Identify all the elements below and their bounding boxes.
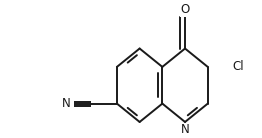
Text: Cl: Cl: [233, 60, 244, 73]
Text: N: N: [62, 97, 71, 110]
Text: N: N: [181, 123, 189, 136]
Text: O: O: [181, 3, 190, 16]
